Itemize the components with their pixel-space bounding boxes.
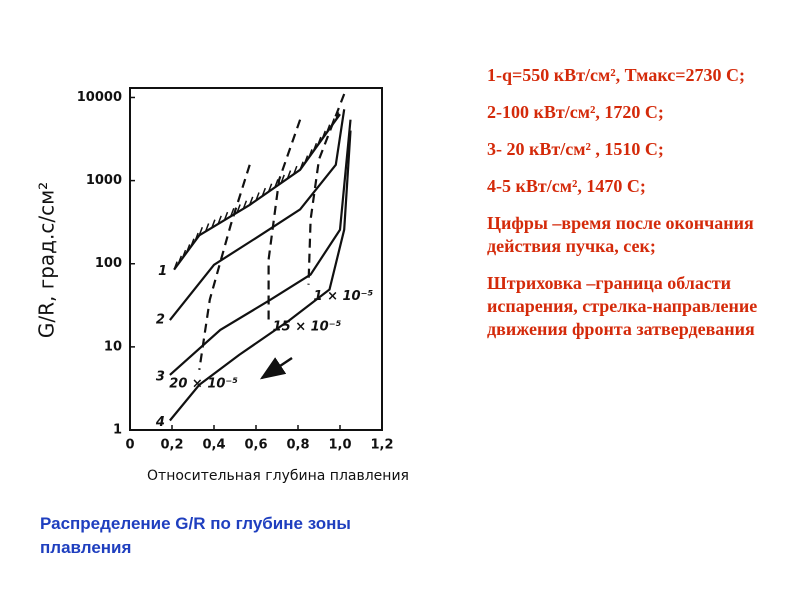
series-label: 15 × 10⁻⁵	[273, 320, 342, 335]
hatch	[261, 187, 267, 197]
note: Цифры –время после окончания действия пу…	[487, 213, 754, 256]
series-label: 20 × 10⁻⁵	[169, 376, 238, 391]
curve	[169, 109, 346, 321]
hatch	[204, 223, 210, 232]
hatch	[274, 179, 279, 188]
note: 3- 20 кВт/см² , 1510 С;	[487, 139, 664, 159]
hatch	[230, 208, 235, 217]
hatch	[280, 174, 285, 184]
isochrone-line	[267, 119, 302, 321]
x-tick-label: 0,2	[160, 438, 183, 453]
y-tick-label: 100	[95, 256, 122, 271]
hatch	[173, 261, 178, 270]
note: 2-100 кВт/см², 1720 С;	[487, 102, 664, 122]
note: 4-5 кВт/см², 1470 С;	[487, 176, 646, 196]
isochrone-line	[307, 93, 346, 285]
hatch	[190, 238, 195, 247]
series-label: 1	[158, 264, 167, 279]
hatch	[248, 196, 254, 206]
curve	[169, 119, 352, 376]
hatch	[321, 130, 326, 140]
hatch	[181, 249, 187, 259]
x-tick-label: 0,4	[202, 438, 225, 453]
series-label: 2	[156, 313, 165, 328]
hatch	[217, 215, 222, 225]
hatch	[286, 170, 292, 179]
x-tick-label: 0,6	[244, 438, 267, 453]
x-tick-label: 1,0	[328, 438, 351, 453]
y-tick-label: 1000	[86, 173, 122, 188]
hatch	[267, 183, 273, 192]
hatch	[242, 200, 248, 209]
hatch	[223, 211, 229, 221]
y-tick-label: 10	[104, 339, 122, 354]
notes: 1-q=550 кВт/см², Тмакс=2730 С; 2-100 кВт/…	[487, 64, 777, 355]
y-tick-label: 10000	[77, 90, 122, 105]
note: 1-q=550 кВт/см², Тмакс=2730 С;	[487, 65, 745, 85]
hatch	[299, 161, 304, 171]
hatch	[317, 136, 322, 146]
hatch	[198, 227, 204, 236]
hatch	[293, 165, 298, 175]
y-axis-label: G/R, град.с/см²	[35, 182, 59, 338]
hatch	[236, 204, 241, 213]
hatch	[303, 155, 309, 164]
note: Штриховка –граница области испарения, ст…	[487, 273, 758, 339]
series-label: 4	[155, 415, 165, 430]
hatch	[177, 255, 183, 265]
x-tick-label: 0,8	[286, 438, 309, 453]
isochrone-line	[198, 164, 251, 370]
hatch	[334, 112, 340, 121]
curve	[169, 130, 352, 422]
y-tick-label: 1	[113, 423, 122, 438]
caption: Распределение G/R по глубине зоны плавле…	[40, 514, 351, 557]
hatch	[308, 149, 313, 158]
hatch	[312, 142, 318, 152]
direction-arrow	[259, 356, 293, 380]
hatch	[185, 244, 191, 253]
x-tick-label: 0	[125, 438, 134, 453]
series-label: 1 × 10⁻⁵	[314, 289, 374, 304]
hatch	[194, 232, 199, 242]
hatch	[325, 124, 331, 133]
series-label: 3	[156, 369, 165, 384]
plot-frame	[129, 87, 383, 431]
hatch	[255, 192, 260, 201]
hatch	[211, 219, 216, 228]
x-axis-label: Относительная глубина плавления	[147, 468, 409, 484]
x-tick-label: 1,2	[370, 438, 393, 453]
